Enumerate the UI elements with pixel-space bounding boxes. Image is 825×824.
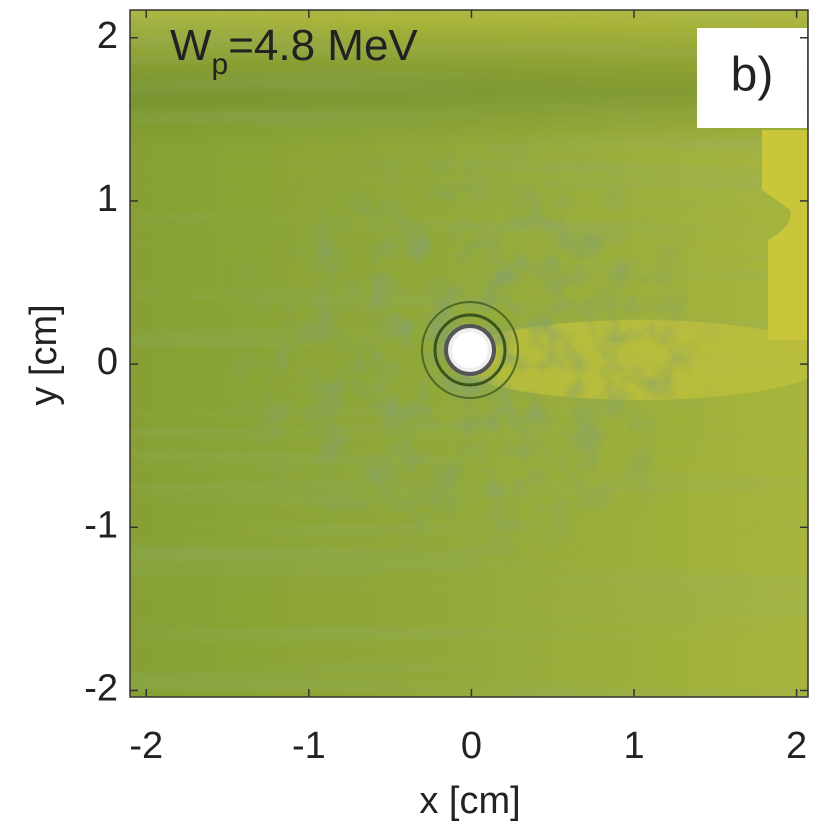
hole-center <box>452 332 488 368</box>
panel-label-box <box>697 28 807 128</box>
x-tick-label: 2 <box>786 725 807 767</box>
y-tick-label: 1 <box>97 178 118 220</box>
y-tick-label: 0 <box>97 341 118 383</box>
plot-frame <box>129 9 809 698</box>
x-axis-label: x [cm] <box>419 780 520 822</box>
bright-edge <box>762 130 808 340</box>
x-tick-label: -1 <box>292 725 326 767</box>
annotation-rest: =4.8 MeV <box>228 21 418 70</box>
y-tick-label: -1 <box>84 504 118 546</box>
y-tick-label: 2 <box>97 15 118 57</box>
annotation-main: W <box>170 21 212 70</box>
y-axis-label: y [cm] <box>23 304 65 405</box>
x-tick-label: 1 <box>623 725 644 767</box>
ring <box>421 301 519 399</box>
y-tick-label: -2 <box>84 668 118 710</box>
annotation-sub: p <box>212 48 229 81</box>
annotation: Wp=4.8 MeV <box>170 21 418 81</box>
x-tick-label: 0 <box>461 725 482 767</box>
ring <box>433 313 507 387</box>
panel-label: b) <box>731 49 774 102</box>
x-tick-label: -2 <box>129 725 163 767</box>
radiograph <box>130 10 808 697</box>
